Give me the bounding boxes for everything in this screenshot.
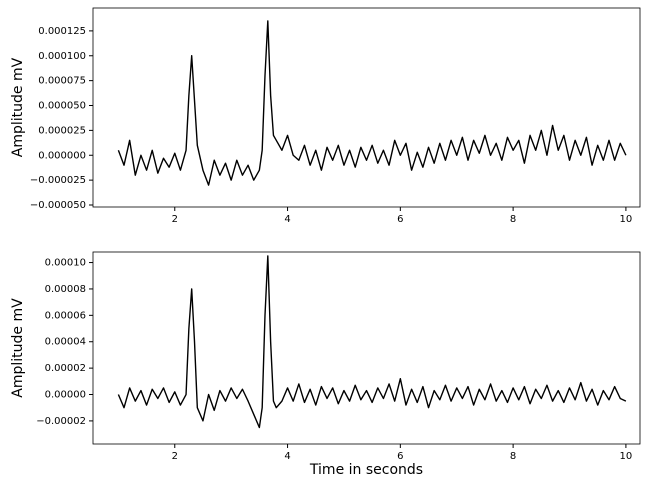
signal-line xyxy=(117,20,627,186)
y-tick-label: 0.000125 xyxy=(38,26,86,37)
y-tick-label: 0.00008 xyxy=(45,284,86,295)
x-tick-label: 6 xyxy=(397,214,403,225)
x-tick-label: 4 xyxy=(284,451,290,462)
y-tick-label: 0.00002 xyxy=(45,363,86,374)
x-tick-label: 4 xyxy=(284,214,290,225)
x-tick-label: 10 xyxy=(620,214,633,225)
x-tick-label: 10 xyxy=(620,451,633,462)
y-tick-label: 0.00010 xyxy=(45,258,86,269)
x-tick-label: 8 xyxy=(510,451,516,462)
y-axis-label: Amplitude mV xyxy=(10,298,26,398)
y-tick-label: 0.000000 xyxy=(38,150,86,161)
axes-frame xyxy=(92,251,641,445)
y-axis-label: Amplitude mV xyxy=(10,57,26,157)
signal-line xyxy=(117,255,627,429)
y-tick-label: −0.00002 xyxy=(36,416,86,427)
y-tick-label: 0.000050 xyxy=(38,101,86,112)
y-tick-label: 0.000075 xyxy=(38,76,86,87)
x-axis-label: Time in seconds xyxy=(309,462,423,478)
y-tick-label: 0.000025 xyxy=(38,125,86,136)
y-tick-label: 0.00004 xyxy=(45,337,86,348)
x-tick-label: 8 xyxy=(510,214,516,225)
y-tick-label: 0.00000 xyxy=(45,390,86,401)
axes-frame xyxy=(92,7,641,208)
y-tick-label: −0.000050 xyxy=(30,200,86,211)
y-tick-label: 0.00006 xyxy=(45,310,86,321)
x-tick-label: 2 xyxy=(172,214,178,225)
y-tick-label: 0.000100 xyxy=(38,51,86,62)
x-tick-label: 6 xyxy=(397,451,403,462)
y-tick-label: −0.000025 xyxy=(30,175,86,186)
x-tick-label: 2 xyxy=(172,451,178,462)
